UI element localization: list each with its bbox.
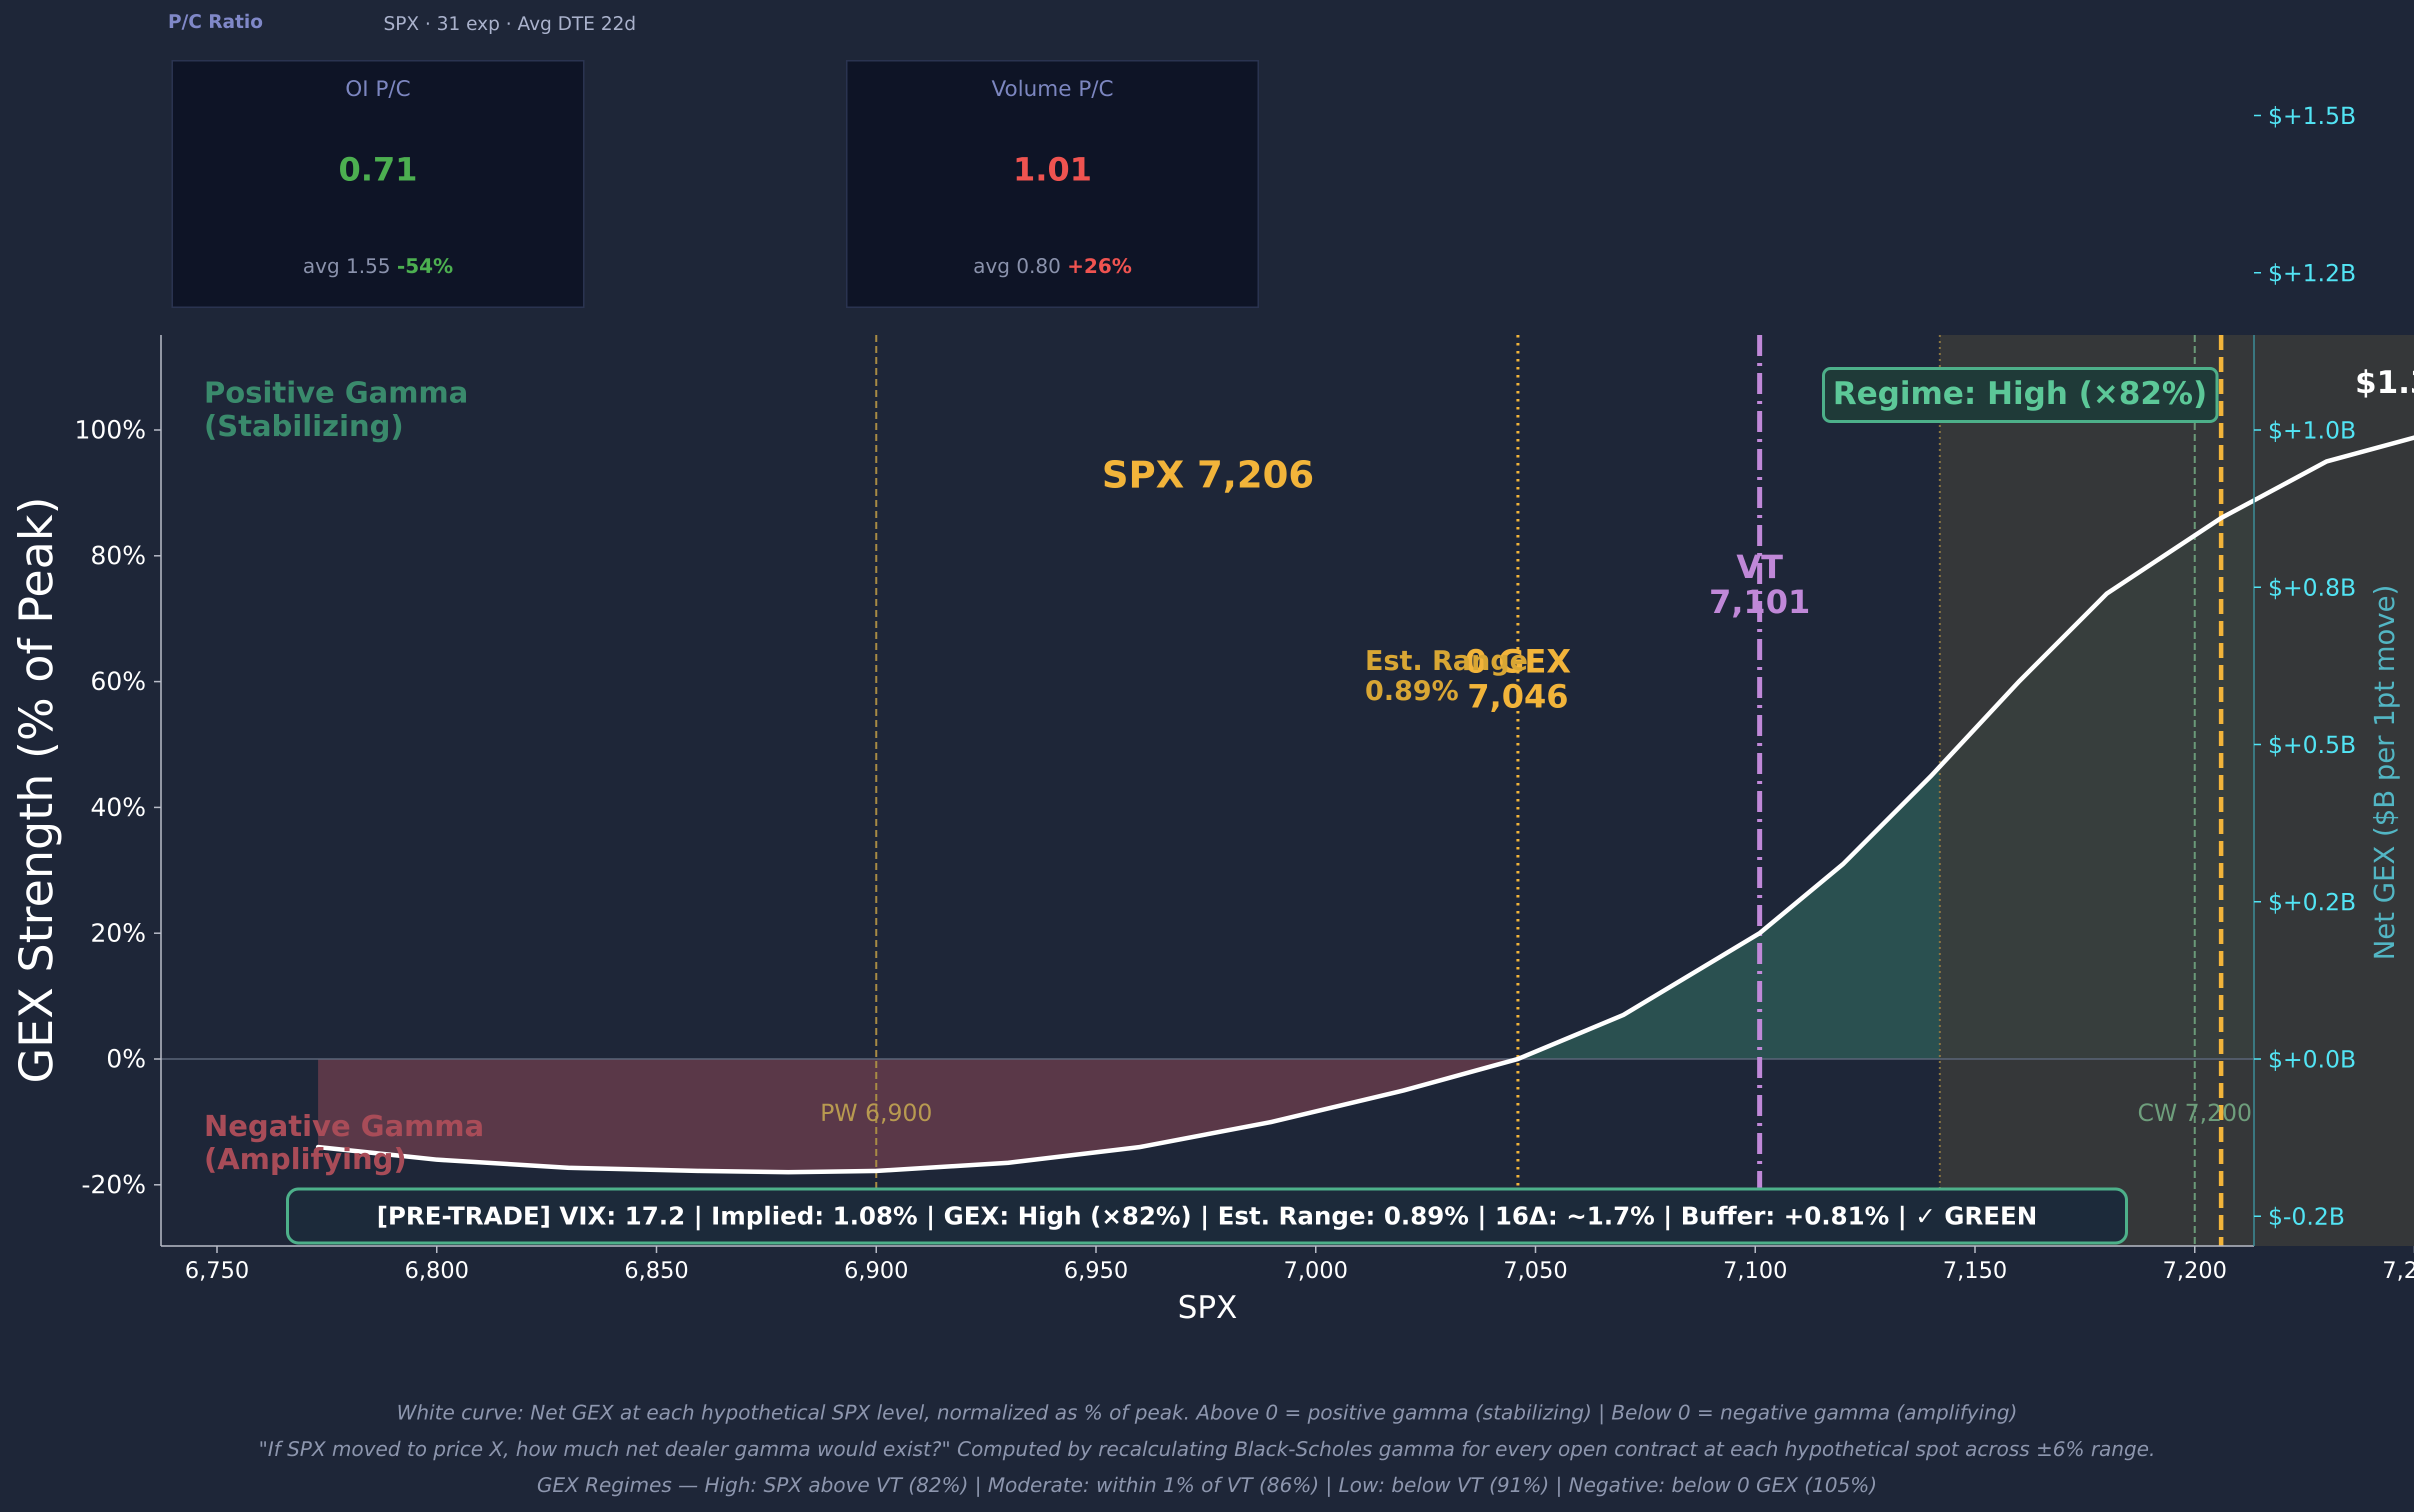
y2-tick-label: $+1.5B <box>2268 102 2356 130</box>
x-tick-label: 7,100 <box>1723 1257 1788 1284</box>
y2-tick-label: $+1.0B <box>2268 417 2356 444</box>
volume-pc-value: 1.01 <box>1013 152 1092 188</box>
y2-tick-label: $+0.8B <box>2268 574 2356 602</box>
x-tick-label: 7,000 <box>1284 1257 1348 1284</box>
x-tick-label: 7,200 <box>2162 1257 2227 1284</box>
oi-pc-label: OI P/C <box>345 76 411 102</box>
pw-label: PW 6,900 <box>820 1100 932 1127</box>
volume-pc-change: +26% <box>1067 255 1132 278</box>
y-axis-label: GEX Strength (% of Peak) <box>10 496 63 1084</box>
negative-gamma-sublabel: (Amplifying) <box>204 1142 406 1176</box>
x-tick-label: 7,250 <box>2382 1257 2414 1284</box>
est-range-pct: 0.89% <box>1365 675 1458 706</box>
x-tick-label: 7,050 <box>1504 1257 1568 1284</box>
y-tick-label: 60% <box>90 667 146 696</box>
x-tick-label: 6,950 <box>1064 1257 1128 1284</box>
volume-pc-footer: avg 0.80 +26% <box>848 255 1258 278</box>
y2-tick-label: $+0.2B <box>2268 889 2356 916</box>
volume-pc-avg: avg 0.80 <box>973 255 1061 278</box>
footer-line-1: White curve: Net GEX at each hypothetica… <box>396 1402 2018 1424</box>
zero-gex-label: 0 GEX <box>1465 644 1571 680</box>
regime-badge-text: Regime: High (×82%) <box>1833 375 2208 412</box>
x-tick-label: 6,900 <box>844 1257 908 1284</box>
y-tick-label: 20% <box>90 918 146 948</box>
oi-pc-change: -54% <box>396 255 454 278</box>
oi-pc-card: OI P/C 0.71 avg 1.55 -54% <box>172 60 584 308</box>
y-tick-label: 80% <box>90 542 146 570</box>
footer-line-3: GEX Regimes — High: SPX above VT (82%) |… <box>536 1474 1878 1497</box>
x-axis-label: SPX <box>1178 1289 1237 1326</box>
est-range-label: Est. Range <box>1365 645 1528 676</box>
oi-pc-value: 0.71 <box>338 152 418 188</box>
y2-tick-label: $+0.0B <box>2268 1046 2356 1074</box>
negative-gamma-area <box>318 1059 2254 1172</box>
x-tick-label: 6,850 <box>624 1257 689 1284</box>
y-tick-label: -20% <box>82 1170 146 1200</box>
x-tick-label: 6,800 <box>404 1257 469 1284</box>
positive-gamma-sublabel: (Stabilizing) <box>204 409 404 443</box>
x-tick-label: 6,750 <box>185 1257 250 1284</box>
spx-spot-label: SPX 7,206 <box>1102 454 1314 496</box>
volume-pc-label: Volume P/C <box>991 76 1114 102</box>
summary-bar-text: [PRE-TRADE] VIX: 17.2 | Implied: 1.08% |… <box>376 1202 2037 1231</box>
zero-gex-value: 7,046 <box>1468 678 1568 716</box>
y-tick-label: 0% <box>106 1044 146 1074</box>
y2-tick-label: $+0.5B <box>2268 732 2356 759</box>
vt-value: 7,101 <box>1709 584 1810 621</box>
y2-tick-label: $+1.2B <box>2268 260 2356 288</box>
summary-bar-box <box>286 1188 2128 1244</box>
pc-ratio-subtitle: SPX · 31 exp · Avg DTE 22d <box>384 13 636 34</box>
regime-badge-box <box>1822 367 2218 423</box>
y2-tick-label: $-0.2B <box>2268 1204 2345 1231</box>
oi-pc-avg: avg 1.55 <box>302 255 391 278</box>
y-tick-label: 100% <box>74 416 146 444</box>
oi-pc-footer: avg 1.55 -54% <box>173 255 583 278</box>
footer-line-2: "If SPX moved to price X, how much net d… <box>258 1438 2156 1461</box>
net-gex-curve <box>316 435 2414 1174</box>
pc-ratio-title: P/C Ratio <box>168 11 263 32</box>
negative-gamma-label: Negative Gamma <box>204 1109 484 1143</box>
vt-label: VT <box>1736 549 1784 586</box>
x-tick-label: 7,150 <box>1943 1257 2008 1284</box>
peak-value: $1.3B @ 7,265 <box>2355 364 2414 400</box>
est-range-band <box>1940 335 2414 1246</box>
positive-gamma-label: Positive Gamma <box>204 376 468 410</box>
y2-axis-label: Net GEX ($B per 1pt move) <box>2368 584 2400 960</box>
y-tick-label: 40% <box>90 793 146 822</box>
volume-pc-card: Volume P/C 1.01 avg 0.80 +26% <box>846 60 1259 308</box>
cw-label: CW 7,200 <box>2138 1100 2252 1127</box>
